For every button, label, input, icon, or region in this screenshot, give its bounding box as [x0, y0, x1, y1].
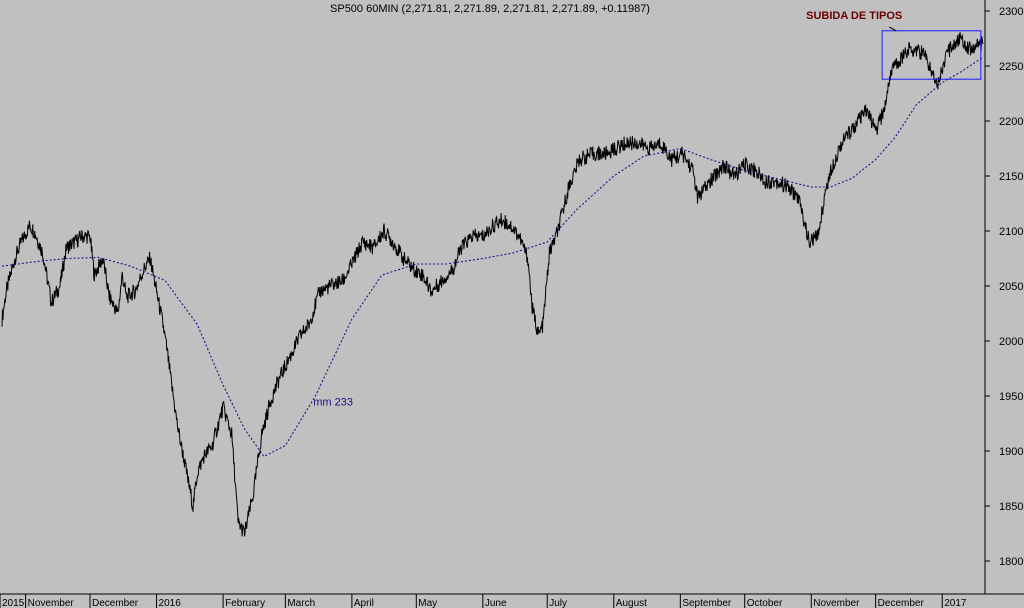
- y-axis: 1800 1850 1900 1950 2000 2050 2100 2150 2200 2250…: [984, 0, 1023, 594]
- y-tick-label: 2050: [999, 281, 1023, 293]
- y-tick-label: 2000: [999, 336, 1023, 348]
- x-tick-label: September: [682, 598, 732, 608]
- y-tick-label: 1900: [999, 446, 1023, 458]
- price-series-line: [1, 32, 984, 537]
- x-tick-label: 2015: [2, 598, 25, 608]
- moving-average-line: [1, 56, 984, 458]
- x-tick-label: March: [287, 598, 315, 608]
- x-tick-label: November: [813, 598, 860, 608]
- x-tick-label: November: [28, 598, 75, 608]
- x-tick-label: December: [878, 598, 925, 608]
- x-tick-label: December: [92, 598, 139, 608]
- x-tick-label: May: [418, 598, 437, 608]
- x-tick-label: July: [549, 598, 567, 608]
- y-tick-label: 2100: [999, 226, 1023, 238]
- x-axis-strip: [0, 595, 1024, 608]
- chart-title: SP500 60MIN (2,271.81, 2,271.89, 2,271.8…: [330, 3, 650, 15]
- x-tick-label: April: [354, 598, 374, 608]
- callout-arrow: [888, 26, 897, 32]
- x-tick-label: February: [225, 598, 265, 608]
- y-tick-label: 2300: [999, 6, 1023, 18]
- y-tick-label: 2200: [999, 116, 1023, 128]
- y-tick-label: 1850: [999, 501, 1023, 513]
- x-tick-label: June: [485, 598, 507, 608]
- highlight-box: [881, 30, 982, 80]
- y-tick-label: 1800: [999, 556, 1023, 568]
- callout-label: SUBIDA DE TIPOS: [806, 10, 902, 22]
- x-tick-label: August: [616, 598, 647, 608]
- x-axis: 2015 November December 2016 February March Apr…: [0, 593, 1024, 608]
- x-tick-label: October: [747, 598, 783, 608]
- x-tick-label: 2017: [944, 598, 967, 608]
- moving-average-label: mm 233: [313, 397, 353, 409]
- y-tick-label: 2250: [999, 61, 1023, 73]
- x-tick-label: 2016: [159, 598, 182, 608]
- y-tick-label: 2150: [999, 171, 1023, 183]
- y-tick-label: 1950: [999, 391, 1023, 403]
- plot-area: mm 233 SUBIDA DE TIPOS: [1, 10, 984, 537]
